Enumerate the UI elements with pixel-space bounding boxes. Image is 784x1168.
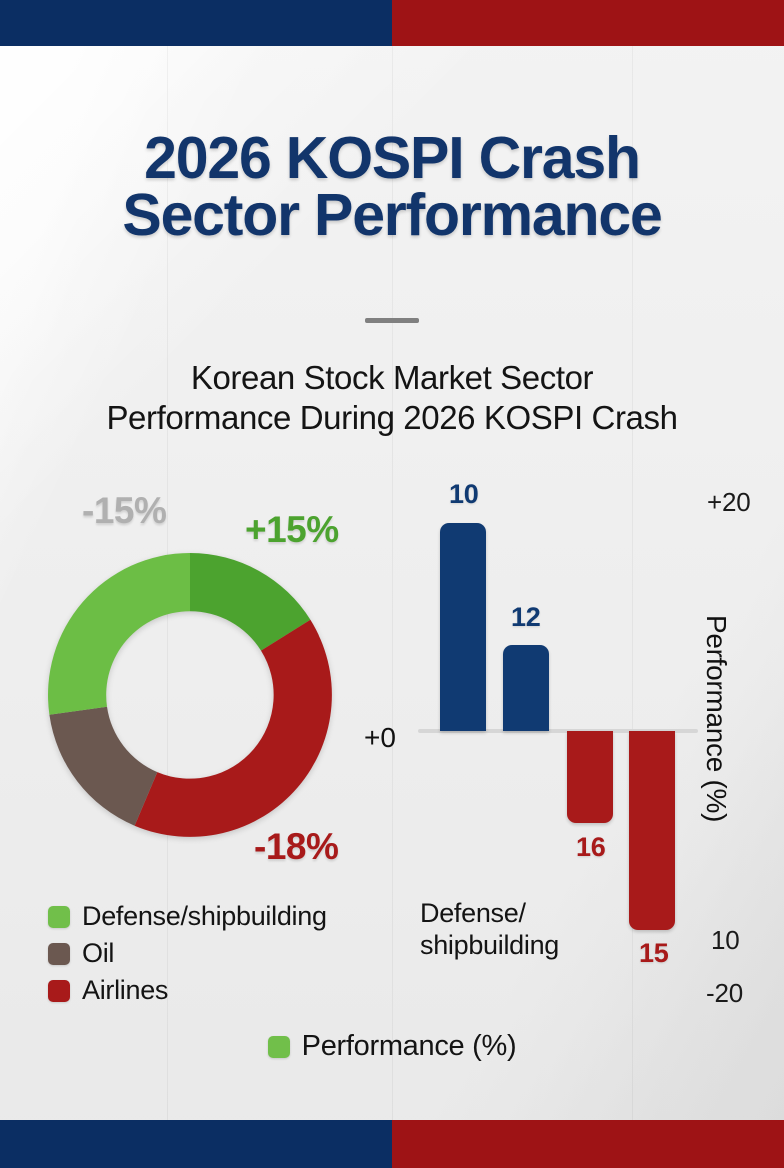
bar-4-value: 15 [639, 938, 669, 968]
bar-legend[interactable]: Performance (%) [0, 1030, 784, 1063]
legend-item-defense[interactable]: Defense/shipbuilding [48, 898, 327, 935]
title-line-2: Sector Performance [122, 182, 662, 249]
bar-3[interactable] [567, 731, 613, 823]
legend-item-label: Oil [82, 938, 115, 968]
legend-item-airlines[interactable]: Airlines [48, 972, 327, 1009]
grid-line [392, 46, 393, 1120]
grid-line [632, 46, 633, 1120]
top-banner [0, 0, 784, 46]
bar-1-value: 10 [449, 479, 479, 509]
title-line-1: 2026 KOSPI Crash [144, 125, 641, 191]
donut-svg [48, 553, 332, 837]
legend-swatch-icon [48, 942, 70, 965]
donut-legend: Defense/shipbuilding Oil Airlines [48, 898, 327, 1009]
donut-slice-oil[interactable] [49, 706, 158, 826]
bar-category-line-1: Defense/ [420, 898, 526, 928]
donut-slice-defense-light[interactable] [48, 553, 190, 715]
y-axis-title: Performance (%) [701, 615, 732, 823]
axis-label-top: +20 [707, 487, 751, 517]
subtitle-line-1: Korean Stock Market Sector [190, 359, 594, 396]
donut-chart [40, 545, 340, 845]
bar-1[interactable] [440, 523, 486, 731]
donut-slice-defense-dark[interactable] [190, 553, 311, 651]
axis-label-zero: +0 [364, 722, 396, 753]
chart-subtitle: Korean Stock Market Sector Performance D… [14, 358, 770, 439]
bar-legend-label: Performance (%) [301, 1030, 517, 1062]
bottom-banner-navy [0, 1120, 392, 1168]
bar-3-value: 16 [576, 832, 606, 862]
legend-swatch-icon [267, 1035, 290, 1058]
bar-4[interactable] [629, 731, 675, 930]
title-divider [365, 318, 419, 323]
donut-label-defense: +15% [245, 509, 339, 550]
bar-zero-axis [418, 729, 698, 733]
donut-label-oil: -15% [82, 490, 167, 531]
legend-item-label: Airlines [82, 975, 169, 1005]
legend-item-oil[interactable]: Oil [48, 935, 327, 972]
page-title: 2026 KOSPI Crash Sector Performance [0, 129, 784, 249]
bar-2[interactable] [503, 645, 549, 731]
donut-slice-airlines[interactable] [134, 619, 332, 837]
top-banner-red [392, 0, 784, 46]
donut-label-airlines: -18% [254, 826, 339, 867]
axis-label-bottom: -20 [706, 978, 743, 1008]
subtitle-line-2: Performance During 2026 KOSPI Crash [106, 399, 678, 437]
bar-category-line-2: shipbuilding [420, 929, 560, 960]
legend-swatch-icon [48, 905, 70, 928]
bar-2-value: 12 [511, 602, 541, 632]
axis-label-mid: 10 [711, 925, 740, 955]
legend-item-label: Defense/shipbuilding [82, 901, 327, 931]
top-banner-navy [0, 0, 392, 46]
bottom-banner [0, 1120, 784, 1168]
bar-category-label: Defense/ shipbuilding [420, 898, 559, 962]
bottom-banner-red [392, 1120, 784, 1168]
legend-swatch-icon [48, 979, 70, 1002]
